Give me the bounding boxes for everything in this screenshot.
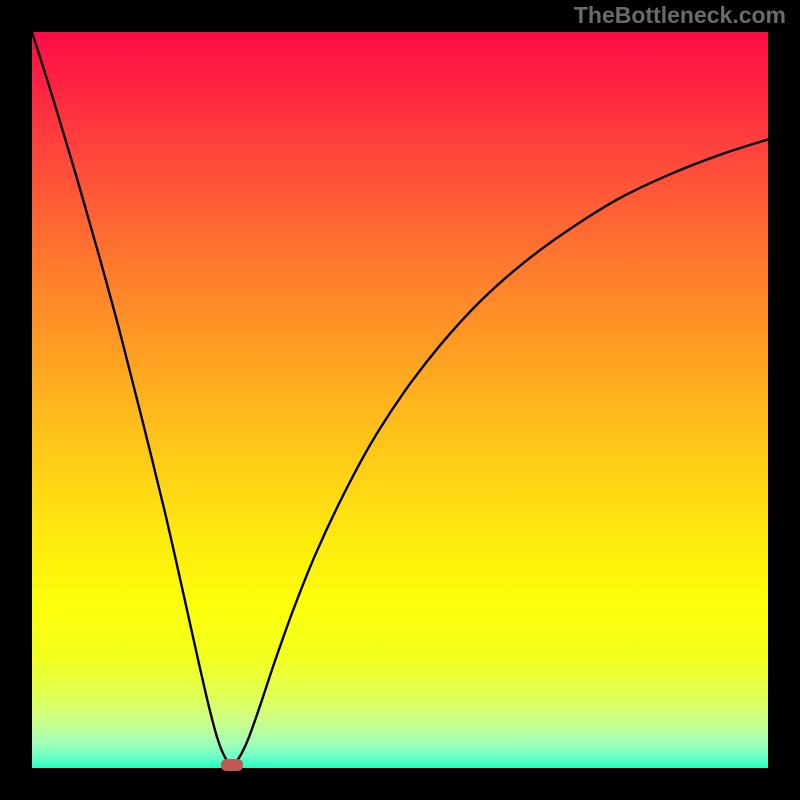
bottleneck-chart	[32, 32, 768, 768]
curve-min-marker	[221, 759, 243, 771]
figure-container: TheBottleneck.com	[0, 0, 800, 800]
watermark-text: TheBottleneck.com	[574, 2, 786, 29]
